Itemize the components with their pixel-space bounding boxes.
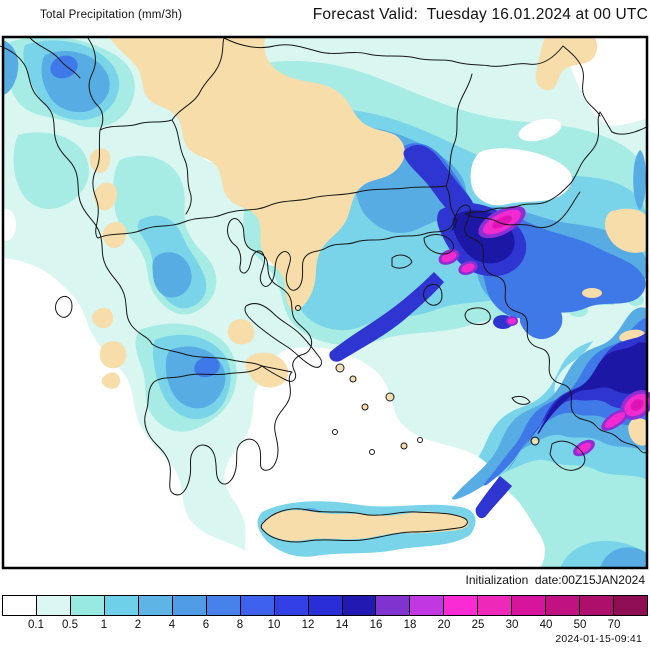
- product-title: Total Precipitation (mm/3h): [40, 9, 183, 21]
- legend-tick-labels: 0.1 0.5 1 2 4 6 8 10 12 14 16 18 20 25 30 40 50 70: [2, 619, 648, 633]
- precipitation-map: [0, 33, 650, 570]
- legend-tick-label: 12: [301, 619, 315, 631]
- legend-tick-label: 25: [471, 619, 485, 631]
- legend-tick-label: 0.5: [62, 619, 78, 631]
- map-frame: [1, 35, 649, 570]
- legend-tick-label: 40: [539, 619, 553, 631]
- legend-color-cell: [239, 596, 274, 615]
- legend-tick-label: 50: [573, 619, 587, 631]
- legend-color-cell: [273, 596, 308, 615]
- legend-tick-label: 6: [202, 619, 210, 631]
- legend-color-cell: [443, 596, 478, 615]
- legend-tick-label: 2: [134, 619, 142, 631]
- generation-timestamp: 2024-01-15-09:41: [555, 633, 642, 645]
- legend-tick-label: 1: [100, 619, 108, 631]
- legend-color-cell: [3, 596, 36, 615]
- legend-tick-label: 18: [403, 619, 417, 631]
- legend-color-cell: [579, 596, 614, 615]
- legend-tick-label: 0.1: [28, 619, 44, 631]
- legend-tick-label: 20: [437, 619, 451, 631]
- legend-color-cell: [477, 596, 512, 615]
- legend-tick-label: 70: [607, 619, 621, 631]
- precipitation-color-scale: [2, 595, 648, 616]
- legend-color-cell: [69, 596, 104, 615]
- legend-tick-label: 10: [267, 619, 281, 631]
- precipitation-map-svg: [0, 35, 650, 570]
- legend-tick-label: 14: [335, 619, 349, 631]
- legend-color-cell: [35, 596, 70, 615]
- forecast-valid-label: Forecast Valid: Tuesday 16.01.2024 at 00…: [312, 6, 648, 23]
- legend-color-cell: [341, 596, 376, 615]
- legend-color-cell: [375, 596, 410, 615]
- legend-color-cell: [613, 596, 648, 615]
- legend-color-cell: [511, 596, 546, 615]
- legend-color-cell: [137, 596, 172, 615]
- legend-color-cell: [307, 596, 342, 615]
- legend-color-cell: [409, 596, 444, 615]
- initialization-date-label: Initialization date:00Z15JAN2024: [465, 573, 645, 587]
- coastlines-and-borders: [0, 37, 649, 543]
- legend-color-cell: [205, 596, 240, 615]
- legend-tick-label: 30: [505, 619, 519, 631]
- precip-fill-layers: [0, 36, 650, 569]
- legend-tick-label: 4: [168, 619, 176, 631]
- legend-tick-label: 8: [236, 619, 244, 631]
- legend-color-cell: [171, 596, 206, 615]
- legend-tick-label: 16: [369, 619, 383, 631]
- legend-color-cell: [545, 596, 580, 615]
- legend-color-cell: [103, 596, 138, 615]
